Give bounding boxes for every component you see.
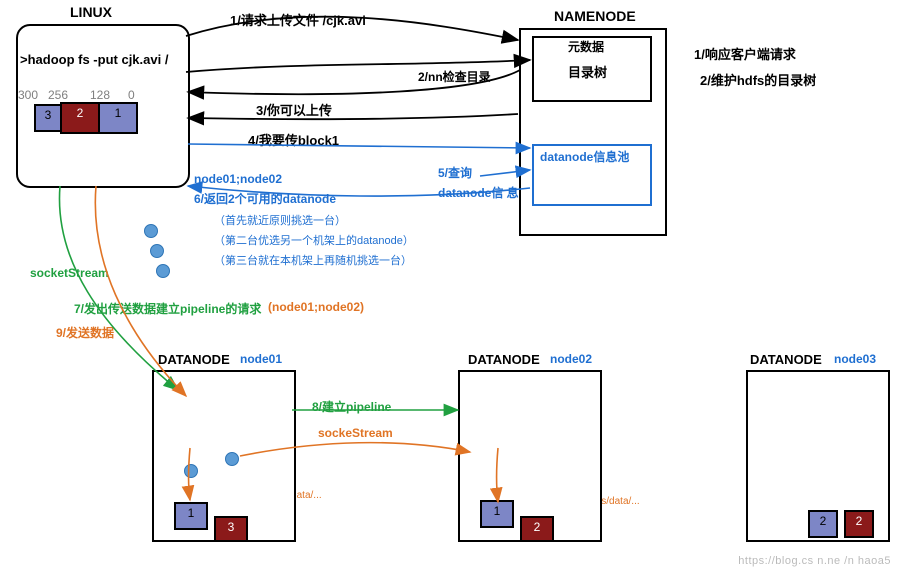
dn2-block-1: 1 bbox=[480, 500, 514, 528]
dot-5 bbox=[184, 464, 198, 478]
dn3-block-2b: 2 bbox=[844, 510, 874, 538]
linux-title: LINUX bbox=[70, 4, 112, 20]
flow-8: 8/建立pipeline bbox=[312, 398, 391, 415]
offset-300: 300 bbox=[18, 88, 38, 102]
flow-7: 7/发出传送数据建立pipeline的请求 bbox=[74, 300, 261, 317]
datanode-3-title: DATANODE bbox=[750, 352, 822, 367]
dn2-block-2: 2 bbox=[520, 516, 554, 542]
sockestream-label: sockeStream bbox=[318, 426, 393, 440]
flow-6-sub1: （首先就近原则挑选一台） bbox=[214, 212, 346, 228]
offset-0: 0 bbox=[128, 88, 135, 102]
namenode-title: NAMENODE bbox=[554, 8, 636, 24]
datanode-1-id: node01 bbox=[240, 352, 282, 366]
side-note-1: 1/响应客户端请求 bbox=[694, 44, 796, 63]
datanode-3-id: node03 bbox=[834, 352, 876, 366]
flow-6-sub2: （第二台优选另一个机架上的datanode） bbox=[214, 232, 414, 248]
dot-4 bbox=[225, 452, 239, 466]
watermark: https://blog.cs n.ne /n haoa5 bbox=[738, 555, 891, 567]
flow-9: 9/发送数据 bbox=[56, 324, 114, 341]
flow-3: 3/你可以上传 bbox=[256, 100, 332, 119]
linux-block-2: 2 bbox=[60, 102, 100, 134]
flow-5: 5/查询 bbox=[438, 164, 472, 181]
namenode-pool-label: datanode信息池 bbox=[540, 148, 629, 165]
offset-256: 256 bbox=[48, 88, 68, 102]
dot-2 bbox=[150, 244, 164, 258]
datanode-2-title: DATANODE bbox=[468, 352, 540, 367]
flow-7b: (node01;node02) bbox=[268, 300, 364, 314]
side-note-2: 2/维护hdfs的目录树 bbox=[700, 70, 816, 89]
dn3-block-2a: 2 bbox=[808, 510, 838, 538]
offset-128: 128 bbox=[90, 88, 110, 102]
flow-6-sub3: （第三台就在本机架上再随机挑选一台） bbox=[214, 252, 412, 268]
namenode-meta-title: 元数据 bbox=[568, 38, 604, 55]
flow-6: 6/返回2个可用的datanode bbox=[194, 190, 336, 207]
flow-1: 1/请求上传文件 /cjk.avi bbox=[230, 10, 366, 29]
flow-4: 4/我要传block1 bbox=[248, 130, 339, 149]
datanode-1-title: DATANODE bbox=[158, 352, 230, 367]
flow-5b: datanode信 息 bbox=[438, 184, 519, 201]
socketstream-label: socketStream bbox=[30, 266, 109, 280]
dot-1 bbox=[144, 224, 158, 238]
dn1-block-3: 3 bbox=[214, 516, 248, 542]
linux-block-3: 3 bbox=[34, 104, 62, 132]
flow-2: 2/nn检查目录 bbox=[418, 68, 491, 85]
flow-6a: node01;node02 bbox=[194, 172, 282, 186]
datanode-2-id: node02 bbox=[550, 352, 592, 366]
namenode-tree-label: 目录树 bbox=[568, 62, 607, 81]
linux-cmd: >hadoop fs -put cjk.avi / bbox=[20, 52, 168, 67]
dot-3 bbox=[156, 264, 170, 278]
linux-block-1: 1 bbox=[98, 102, 138, 134]
dn1-block-1: 1 bbox=[174, 502, 208, 530]
